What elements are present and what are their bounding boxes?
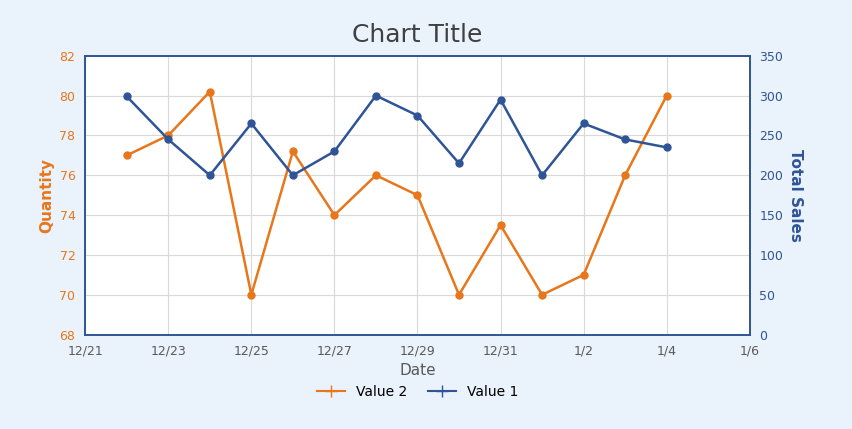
Value 1: [329, 149, 339, 154]
Value 1: [661, 145, 671, 150]
Value 2: [163, 133, 174, 138]
Value 1: [288, 173, 298, 178]
Value 2: [495, 223, 505, 228]
X-axis label: Date: Date: [400, 363, 435, 378]
Value 1: [620, 137, 630, 142]
Value 2: [122, 153, 132, 158]
Value 1: [371, 93, 381, 98]
Value 2: [620, 173, 630, 178]
Value 1: [204, 173, 215, 178]
Value 2: [204, 89, 215, 94]
Legend: Value 2, Value 1: Value 2, Value 1: [311, 380, 524, 405]
Value 2: [246, 292, 256, 297]
Value 1: [537, 173, 547, 178]
Value 2: [537, 292, 547, 297]
Value 2: [454, 292, 464, 297]
Value 2: [661, 93, 671, 98]
Y-axis label: Quantity: Quantity: [39, 158, 54, 233]
Y-axis label: Total Sales: Total Sales: [788, 149, 803, 242]
Value 1: [454, 161, 464, 166]
Value 1: [246, 121, 256, 126]
Value 2: [329, 212, 339, 218]
Line: Value 2: Value 2: [124, 88, 671, 298]
Value 2: [288, 149, 298, 154]
Value 2: [579, 272, 589, 278]
Value 1: [412, 113, 423, 118]
Value 2: [412, 193, 423, 198]
Title: Chart Title: Chart Title: [352, 23, 483, 47]
Line: Value 1: Value 1: [124, 92, 671, 179]
Value 1: [579, 121, 589, 126]
Value 1: [495, 97, 505, 102]
Value 1: [163, 137, 174, 142]
Value 2: [371, 173, 381, 178]
Value 1: [122, 94, 132, 99]
